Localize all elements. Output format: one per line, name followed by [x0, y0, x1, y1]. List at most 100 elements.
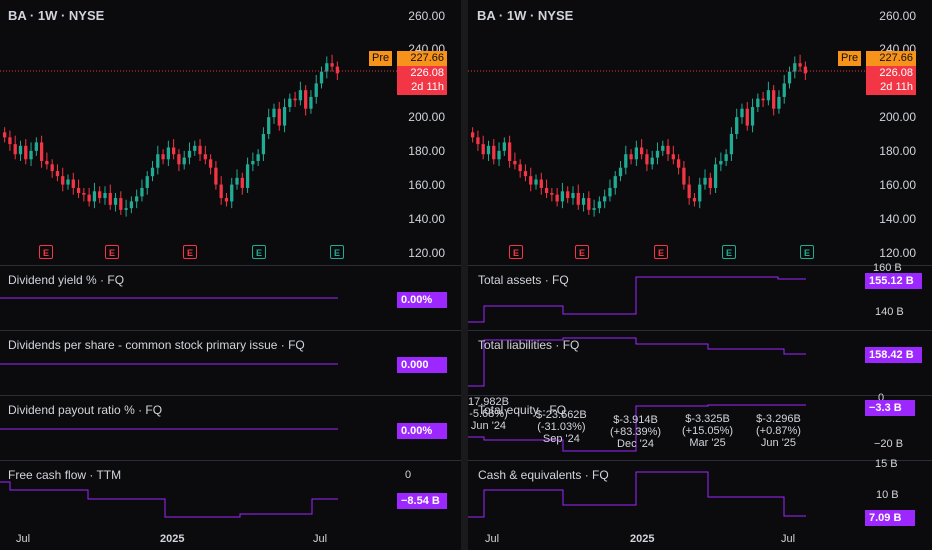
indicator-axis-tick: 0	[405, 469, 412, 481]
indicator-title[interactable]: Total liabilities · FQ	[478, 338, 580, 352]
candle-body	[782, 83, 786, 97]
last-price: 226.08	[866, 66, 916, 81]
chart-title[interactable]: BA · 1W · NYSE	[8, 8, 105, 23]
price-tick: 140.00	[879, 212, 916, 226]
earnings-marker[interactable]: E	[509, 245, 523, 259]
candle-body	[698, 184, 702, 202]
candle-body	[629, 154, 633, 160]
candle-body	[82, 193, 86, 195]
indicator-title[interactable]: Dividend payout ratio % · FQ	[8, 403, 163, 417]
price-tick: 200.00	[408, 110, 445, 124]
indicator-line	[0, 481, 338, 518]
indicator-title[interactable]: Total equity · FQ	[478, 403, 567, 417]
indicator-axis-tick: 140 B	[875, 306, 904, 318]
candle-body	[624, 154, 628, 168]
candle-body	[523, 171, 528, 177]
indicator-title[interactable]: Dividends per share - common stock prima…	[8, 338, 305, 352]
candle-body	[309, 96, 313, 109]
price-tick: 180.00	[879, 144, 916, 158]
candle-body	[235, 177, 239, 185]
candle-body	[798, 63, 802, 67]
price-tick: 120.00	[408, 246, 445, 260]
pane-separator[interactable]	[468, 265, 932, 266]
earnings-marker[interactable]: E	[330, 245, 344, 259]
candle-body	[124, 208, 128, 210]
indicator-value: −8.54 B	[397, 493, 447, 509]
earnings-marker[interactable]: E	[252, 245, 266, 259]
candle-body	[177, 154, 181, 165]
pane-separator[interactable]	[468, 395, 932, 396]
candle-body	[803, 66, 807, 74]
indicator-axis-tick: 10 B	[876, 489, 899, 501]
pane-separator[interactable]	[468, 330, 932, 331]
candle-body	[314, 83, 318, 97]
indicator-title[interactable]: Dividend yield % · FQ	[8, 273, 125, 287]
candle-body	[618, 167, 623, 177]
candle-body	[603, 196, 607, 202]
candle-body	[513, 160, 517, 165]
earnings-marker[interactable]: E	[800, 245, 814, 259]
candle-body	[150, 167, 155, 177]
last-price: 226.08	[397, 66, 447, 81]
indicator-line	[468, 404, 806, 452]
candle-body	[587, 198, 591, 210]
left-chart-canvas[interactable]	[0, 0, 461, 550]
candle-body	[571, 193, 575, 199]
chart-title[interactable]: BA · 1W · NYSE	[477, 8, 574, 23]
pane-separator[interactable]	[0, 395, 461, 396]
indicator-title[interactable]: Cash & equivalents · FQ	[478, 468, 609, 482]
pane-divider[interactable]	[461, 0, 468, 550]
time-tick: 2025	[160, 533, 185, 545]
pane-separator[interactable]	[0, 460, 461, 461]
earnings-marker[interactable]: E	[105, 245, 119, 259]
candle-body	[476, 137, 480, 145]
pane-separator[interactable]	[0, 265, 461, 266]
candle-body	[481, 144, 485, 155]
left-chart-pane: BA · 1W · NYSE 260.00 240.00 200.00 180.…	[0, 0, 461, 550]
candle-body	[161, 154, 165, 160]
equity-point-label: $-3.296B (+0.87%) Jun '25	[756, 413, 801, 449]
candle-body	[18, 145, 23, 155]
candle-body	[592, 208, 596, 210]
price-tick: 260.00	[879, 9, 916, 23]
pane-separator[interactable]	[0, 330, 461, 331]
time-tick: Jul	[781, 533, 796, 545]
earnings-marker[interactable]: E	[722, 245, 736, 259]
price-tick: 260.00	[408, 9, 445, 23]
candle-body	[203, 154, 207, 160]
indicator-title[interactable]: Total assets · FQ	[478, 273, 569, 287]
candle-body	[576, 193, 580, 205]
candle-body	[182, 157, 186, 165]
earnings-marker[interactable]: E	[183, 245, 197, 259]
candle-body	[608, 187, 612, 197]
right-chart-canvas[interactable]	[468, 0, 932, 550]
candle-body	[518, 164, 522, 172]
indicator-value: 155.12 B	[865, 273, 922, 289]
candle-body	[655, 150, 660, 158]
candle-body	[76, 187, 81, 193]
price-tick: 120.00	[879, 246, 916, 260]
pane-separator[interactable]	[468, 460, 932, 461]
earnings-marker[interactable]: E	[39, 245, 53, 259]
right-chart-pane: BA · 1W · NYSE 260.00 240.00 200.00 180.…	[468, 0, 932, 550]
candle-body	[671, 154, 675, 160]
indicator-axis-tick: 160 B	[873, 262, 902, 274]
bar-countdown: 2d 11h	[397, 80, 447, 95]
earnings-marker[interactable]: E	[575, 245, 589, 259]
pre-market-label: Pre	[838, 51, 862, 66]
candle-body	[50, 164, 54, 172]
candle-body	[687, 184, 691, 199]
candle-body	[534, 179, 538, 185]
candle-body	[692, 198, 697, 202]
candle-body	[325, 63, 329, 72]
candle-body	[729, 134, 734, 155]
candle-body	[145, 176, 149, 188]
candle-body	[756, 98, 760, 108]
candle-body	[3, 132, 7, 138]
pre-market-label: Pre	[369, 51, 393, 66]
earnings-marker[interactable]: E	[654, 245, 668, 259]
pre-market-price: 227.66	[866, 51, 916, 66]
indicator-title[interactable]: Free cash flow · TTM	[8, 468, 122, 482]
candle-body	[29, 150, 33, 160]
candle-body	[613, 176, 617, 188]
